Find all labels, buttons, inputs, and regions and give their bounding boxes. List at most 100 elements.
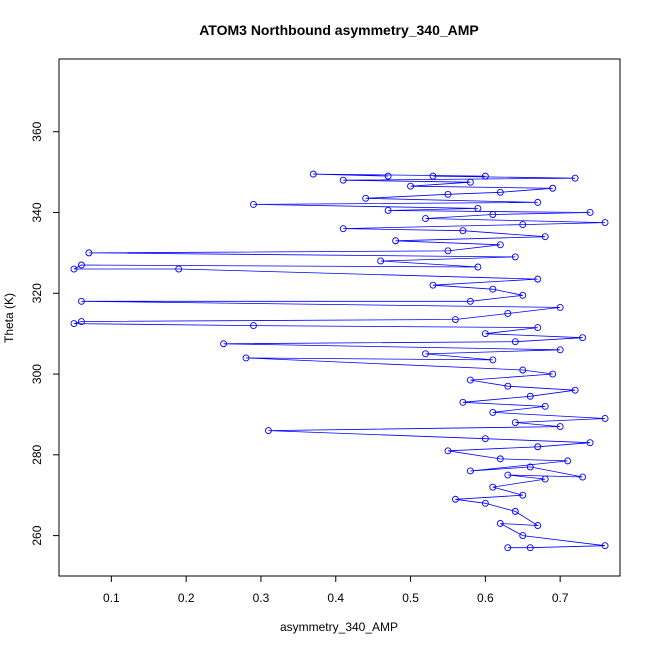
- data-point: [556, 303, 564, 311]
- data-point: [571, 386, 579, 394]
- x-tick-label: 0.3: [253, 591, 270, 605]
- data-point: [250, 200, 257, 208]
- data-point: [392, 237, 400, 245]
- data-point: [504, 382, 512, 390]
- data-point: [339, 176, 347, 184]
- data-point: [444, 447, 452, 455]
- data-point: [511, 338, 519, 346]
- data-point: [384, 172, 392, 180]
- data-point: [519, 532, 527, 540]
- data-point: [429, 172, 437, 180]
- data-point: [579, 473, 587, 481]
- data-point: [526, 463, 534, 471]
- data-point: [459, 398, 467, 406]
- data-point: [586, 209, 594, 216]
- series-line: [73, 173, 606, 549]
- data-point: [474, 204, 482, 212]
- data-point: [519, 366, 527, 374]
- data-series: [70, 170, 609, 552]
- y-tick-label: 300: [30, 364, 44, 384]
- data-point: [504, 544, 512, 552]
- data-point: [511, 507, 519, 515]
- data-point: [466, 178, 474, 186]
- data-point: [466, 376, 474, 384]
- data-point: [481, 172, 489, 180]
- data-point: [526, 544, 534, 552]
- data-point: [534, 443, 542, 451]
- data-point: [556, 346, 564, 354]
- data-point: [534, 275, 542, 283]
- x-tick-label: 0.6: [477, 591, 494, 605]
- y-axis-label: Theta (K): [2, 293, 16, 343]
- data-point: [549, 370, 557, 378]
- data-point: [264, 427, 272, 435]
- data-point: [526, 392, 534, 400]
- plot-area-frame: [58, 58, 621, 577]
- data-point: [451, 316, 459, 323]
- data-point: [422, 350, 429, 358]
- data-point: [444, 190, 452, 198]
- data-point: [220, 340, 228, 348]
- data-point: [489, 285, 497, 293]
- data-point: [77, 318, 85, 325]
- data-point: [85, 249, 93, 257]
- data-point: [422, 215, 429, 222]
- data-point: [309, 170, 317, 178]
- data-point: [242, 354, 250, 362]
- data-point: [451, 495, 459, 503]
- data-point: [377, 257, 385, 265]
- data-point: [489, 211, 497, 218]
- data-point: [429, 281, 437, 289]
- x-tick-label: 0.7: [552, 591, 569, 605]
- data-point: [541, 402, 549, 410]
- y-tick-label: 360: [30, 121, 44, 141]
- y-tick-label: 280: [30, 444, 44, 464]
- data-point: [250, 322, 257, 330]
- data-point: [601, 542, 609, 550]
- data-point: [481, 435, 489, 443]
- chart-title: ATOM3 Northbound asymmetry_340_AMP: [199, 22, 479, 38]
- data-point: [489, 356, 497, 364]
- data-point: [444, 247, 452, 255]
- data-point: [519, 221, 527, 229]
- data-point: [519, 291, 527, 299]
- data-point: [496, 520, 504, 527]
- data-point: [541, 475, 549, 483]
- data-point: [481, 330, 489, 338]
- data-point: [601, 219, 609, 227]
- x-tick-label: 0.2: [178, 591, 195, 605]
- x-axis-label: asymmetry_340_AMP: [280, 620, 398, 634]
- data-point: [571, 174, 579, 182]
- data-point: [534, 198, 542, 206]
- data-point: [504, 471, 512, 479]
- x-tick-label: 0.4: [327, 591, 344, 605]
- data-point: [70, 320, 78, 328]
- data-point: [504, 310, 512, 317]
- series-0: [70, 170, 609, 552]
- data-point: [77, 297, 85, 305]
- data-point: [407, 182, 415, 190]
- data-point: [70, 265, 78, 273]
- data-point: [489, 483, 497, 491]
- data-point: [496, 241, 504, 249]
- y-tick-label: 260: [30, 525, 44, 545]
- x-tick-label: 0.1: [103, 591, 120, 605]
- data-point: [549, 184, 557, 192]
- data-point: [466, 467, 474, 475]
- data-point: [519, 491, 527, 499]
- data-point: [601, 415, 609, 422]
- data-point: [339, 225, 347, 233]
- data-point: [534, 522, 542, 529]
- data-point: [534, 324, 542, 332]
- data-point: [481, 499, 489, 507]
- y-axis: 260 280 300 320 340 360: [30, 121, 60, 546]
- data-point: [496, 455, 504, 463]
- data-point: [466, 297, 474, 305]
- data-point: [511, 419, 519, 426]
- data-point: [541, 233, 549, 241]
- data-point: [77, 261, 85, 269]
- y-tick-label: 320: [30, 283, 44, 303]
- x-tick-label: 0.5: [402, 591, 419, 605]
- data-point: [362, 194, 370, 202]
